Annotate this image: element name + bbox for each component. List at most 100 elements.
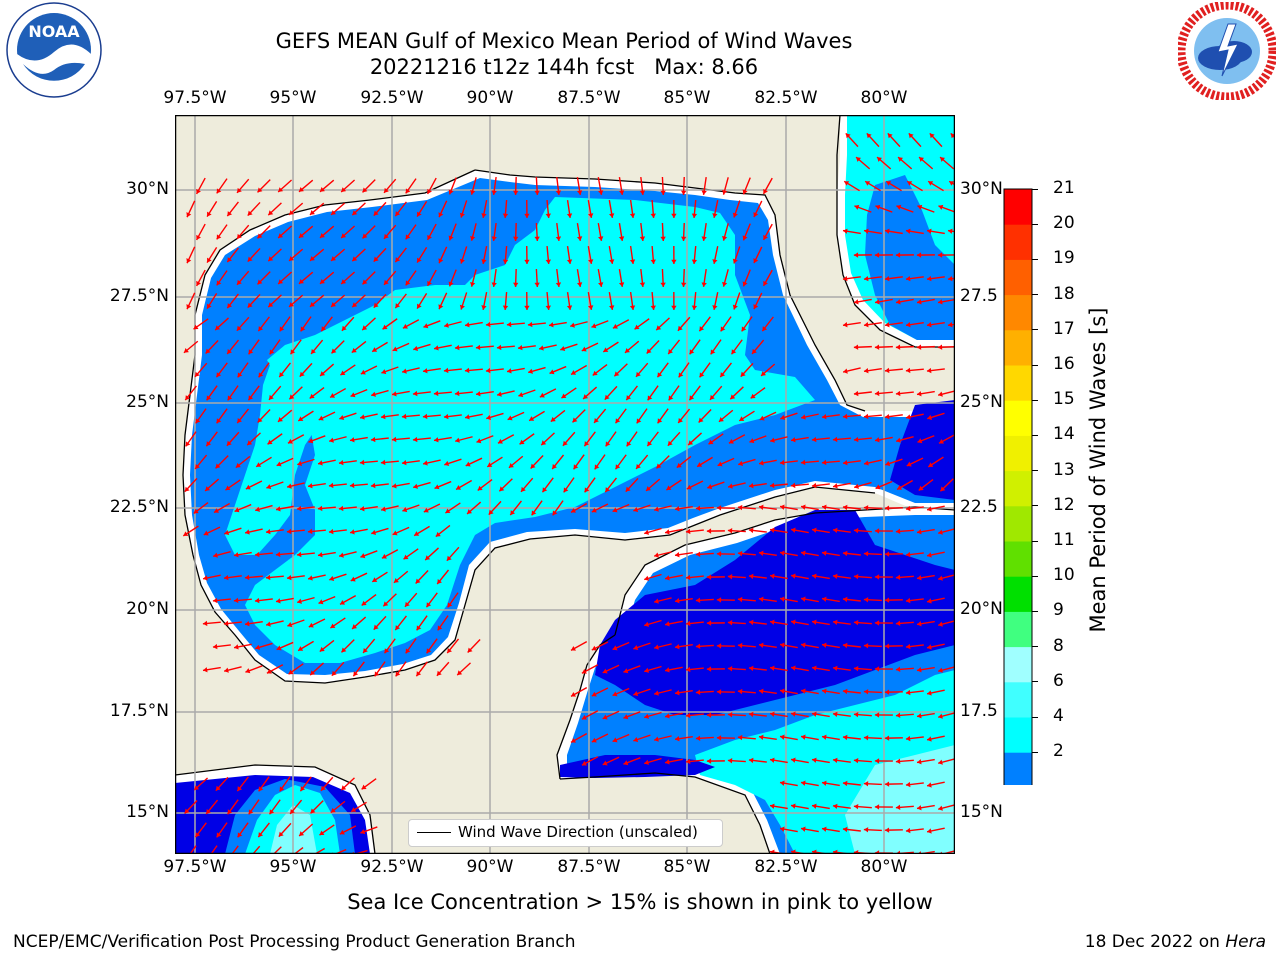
wave-arrow xyxy=(391,436,410,443)
wave-arrow xyxy=(664,758,683,765)
wave-arrow xyxy=(215,776,229,792)
lat-tick-left: 30°N xyxy=(126,179,169,199)
wave-arrow xyxy=(664,712,683,719)
wave-arrow xyxy=(635,454,649,470)
wave-arrow xyxy=(874,712,893,718)
wave-arrow xyxy=(653,689,672,696)
wave-arrow xyxy=(584,477,596,493)
wave-arrow xyxy=(308,618,326,628)
wave-arrow xyxy=(371,341,388,353)
wave-arrow xyxy=(502,245,509,265)
wave-arrow xyxy=(926,827,945,834)
wave-arrow xyxy=(383,178,397,194)
wave-arrow xyxy=(570,364,588,376)
wave-arrow xyxy=(926,367,945,374)
wave-arrow xyxy=(300,316,312,332)
wave-arrow xyxy=(753,292,763,310)
wave-arrow xyxy=(905,228,924,235)
wave-arrow xyxy=(671,199,677,219)
wave-arrow xyxy=(203,526,221,536)
wave-arrow xyxy=(467,639,481,653)
wave-arrow xyxy=(224,527,242,536)
wave-arrow xyxy=(939,156,955,170)
wave-arrow xyxy=(518,389,536,398)
lat-tick-right: 25°N xyxy=(960,392,1003,412)
wave-arrow xyxy=(395,661,407,677)
wave-arrow xyxy=(667,339,681,355)
wave-arrow xyxy=(392,526,410,536)
wave-arrow xyxy=(320,316,333,332)
wave-arrow xyxy=(737,504,756,511)
colorbar-tick-mark xyxy=(1032,434,1038,436)
wave-arrow xyxy=(811,619,830,626)
wave-arrow xyxy=(549,365,567,375)
coastlines xyxy=(175,115,955,854)
wave-arrow xyxy=(563,477,575,493)
wave-arrow xyxy=(279,316,291,332)
wave-arrow xyxy=(581,710,599,720)
wave-arrow xyxy=(916,252,935,258)
wave-arrow xyxy=(623,757,641,766)
wave-arrow xyxy=(570,641,588,651)
wave-arrow xyxy=(635,362,649,378)
wave-arrow xyxy=(459,246,468,264)
wave-arrow xyxy=(330,617,346,629)
wave-arrow xyxy=(937,344,955,350)
wave-arrow xyxy=(562,431,576,447)
wave-arrow xyxy=(233,643,252,650)
wave-arrow xyxy=(248,339,260,355)
caribbean-deep-east xyxy=(890,400,955,500)
wave-arrow xyxy=(416,200,428,218)
wave-arrow xyxy=(656,455,670,469)
wave-arrow xyxy=(916,666,935,673)
lat-tick-left: 20°N xyxy=(126,599,169,619)
wave-arrow xyxy=(255,504,273,512)
wave-arrow xyxy=(916,804,935,811)
wave-arrow xyxy=(633,642,651,651)
wave-arrow xyxy=(481,200,488,218)
wave-arrow xyxy=(884,827,903,833)
wave-arrow xyxy=(307,574,326,581)
wave-arrow xyxy=(570,687,588,697)
wave-arrow xyxy=(706,666,725,672)
colorbar-tick-mark xyxy=(1032,681,1038,683)
wave-arrow xyxy=(779,826,798,833)
footer-date-text: 18 Dec 2022 on xyxy=(1084,932,1226,952)
wave-arrow xyxy=(508,455,524,469)
wave-arrow xyxy=(712,292,719,310)
wave-arrow xyxy=(653,551,672,558)
colorbar-tick-label: 21 xyxy=(1053,178,1075,198)
wave-arrow xyxy=(906,457,924,467)
wave-arrow xyxy=(309,248,325,262)
wave-arrow xyxy=(320,776,334,792)
wave-arrow xyxy=(685,528,704,535)
wave-arrow xyxy=(581,664,599,674)
wave-arrow xyxy=(874,298,893,305)
wave-arrow xyxy=(800,642,819,649)
wave-arrow xyxy=(729,386,744,400)
wave-arrow xyxy=(748,711,767,718)
wave-arrow xyxy=(330,294,346,308)
wave-arrow xyxy=(884,505,903,511)
lon-tick-bottom: 82.5°W xyxy=(754,857,818,877)
wave-arrow xyxy=(328,482,347,489)
wave-arrow xyxy=(278,362,291,378)
wave-arrow xyxy=(874,436,893,443)
wave-arrow xyxy=(186,292,196,310)
colorbar-tick-mark xyxy=(1032,294,1038,296)
wave-arrow xyxy=(821,459,840,466)
wave-arrow xyxy=(769,711,788,718)
wave-arrow xyxy=(236,178,250,194)
wave-arrow xyxy=(374,661,386,677)
wave-arrow xyxy=(876,156,892,170)
wave-arrow xyxy=(629,291,636,311)
wave-arrow xyxy=(288,386,303,400)
wave-arrow xyxy=(194,362,208,378)
wave-arrow xyxy=(629,199,636,219)
wave-arrow xyxy=(753,246,763,264)
wave-arrow xyxy=(790,527,809,534)
wave-arrow xyxy=(874,666,893,672)
wave-arrow xyxy=(937,390,955,397)
wave-arrow xyxy=(597,223,604,241)
wave-arrow xyxy=(687,432,703,446)
